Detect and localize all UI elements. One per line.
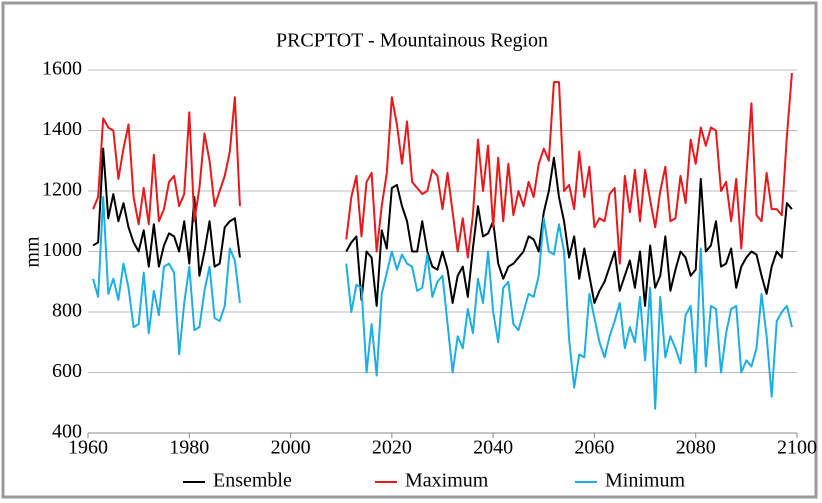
x-tick-label: 2080 bbox=[676, 437, 716, 459]
line-series bbox=[92, 147, 793, 307]
legend-label: Ensemble bbox=[213, 470, 292, 492]
y-tick-label: 1000 bbox=[42, 239, 82, 261]
y-tick-label: 600 bbox=[52, 360, 82, 382]
x-tick-label: 2020 bbox=[372, 437, 412, 459]
x-tick-label: 1980 bbox=[169, 437, 209, 459]
y-tick-label: 1600 bbox=[42, 58, 82, 80]
y-axis-label: mm bbox=[22, 236, 44, 268]
x-tick-label: 2100 bbox=[777, 437, 817, 459]
chart-title: PRCPTOT - Mountainous Region bbox=[276, 30, 548, 52]
x-tick-label: 2060 bbox=[574, 437, 614, 459]
x-tick-label: 2040 bbox=[473, 437, 513, 459]
y-tick-label: 400 bbox=[52, 421, 82, 443]
legend-label: Minimum bbox=[605, 470, 685, 492]
y-tick-label: 800 bbox=[52, 300, 82, 322]
legend-label: Maximum bbox=[405, 470, 489, 492]
x-tick-label: 1960 bbox=[68, 437, 108, 459]
x-tick-label: 2000 bbox=[271, 437, 311, 459]
y-tick-label: 1400 bbox=[42, 118, 82, 140]
line-series bbox=[92, 196, 793, 410]
y-tick-label: 1200 bbox=[42, 179, 82, 201]
line-series bbox=[92, 72, 793, 265]
